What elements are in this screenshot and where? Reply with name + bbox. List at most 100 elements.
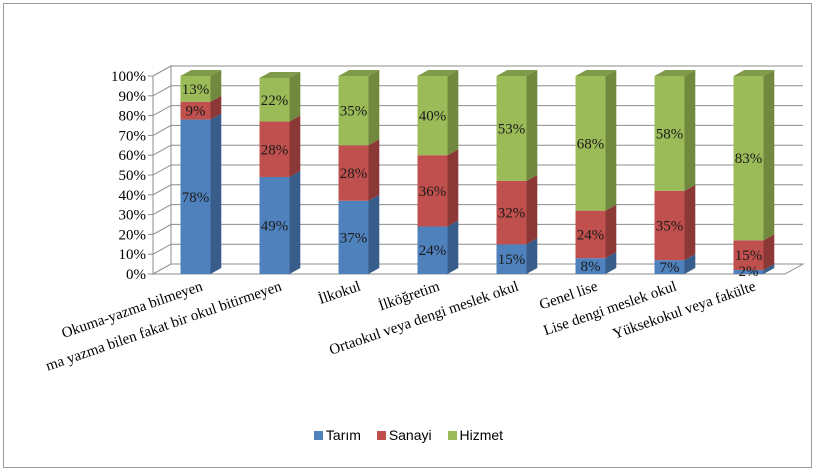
bar-segment-front [733,240,764,271]
floor [151,263,805,275]
bar-segment-front [733,76,764,241]
bar-segment-side [289,115,301,177]
y-tick-label: 80% [119,109,147,125]
bar-segment-side [526,238,538,274]
y-tick-label: 100% [111,69,146,85]
data-label: 28% [261,142,289,158]
bar-segment-side [368,139,380,201]
y-tick-label: 40% [119,188,147,204]
bar-segment-front [338,145,369,201]
legend-item-hizmet: Hizmet [447,427,504,443]
y-tick-label: 30% [119,208,147,224]
bar-segment-front [180,119,211,274]
legend-item-tarim: Tarım [313,427,361,443]
data-label: 58% [656,126,684,142]
bar-top-face [338,70,380,76]
bar-segment-side [210,113,222,274]
bar-segment-side [684,70,696,191]
data-label: 9% [186,104,206,120]
legend-swatch-sanayi [376,431,386,440]
bar-segment-front [338,76,369,146]
data-label: 40% [419,109,447,125]
y-tick-label: 20% [119,227,147,243]
y-tick-label: 50% [119,168,147,184]
data-labels-layer: 78% 9% 13% 49% 28% 22% 37% 28% 35% 24% 36% 40% 15% 32… [182,82,763,280]
bar-segment-front [496,244,527,274]
bar-segment-side [368,70,380,146]
data-label: 15% [735,248,763,264]
bar-segment-side [763,234,775,271]
bar-segment-side [526,70,538,181]
gridline [152,243,803,255]
data-label: 53% [498,121,526,137]
gridline [152,223,803,235]
bar-segment-side [684,254,696,274]
bar-segment-front [496,180,527,245]
bar-segment-front [259,176,290,274]
bar-segment-side [447,70,459,156]
data-label: 24% [419,243,447,259]
bar-segment-front [654,260,685,274]
bar-top-face [575,70,617,76]
gridline [152,204,803,216]
bar-top-face [733,70,775,76]
bar-top-face [180,70,222,76]
data-label: 2% [739,264,759,280]
bar-top-face [417,70,459,76]
data-label: 8% [581,259,601,275]
bar-segment-front [654,190,685,261]
y-tick-label: 0% [126,267,146,283]
category-label: İlkokul [317,279,363,308]
data-label: 78% [182,190,210,206]
bars-layer [180,70,775,274]
bar-top-face [496,70,538,76]
data-label: 36% [419,184,447,200]
legend-label-hizmet: Hizmet [459,427,504,443]
data-label: 68% [577,136,605,152]
bar-segment-side [289,170,301,274]
y-tick-label: 10% [119,247,147,263]
bar-top-face [259,71,301,78]
bar-segment-front [496,76,527,181]
bar-segment-side [684,184,696,261]
bar-segment-front [575,76,606,211]
bar-segment-front [575,210,606,259]
y-tick-label: 60% [119,148,147,164]
bar-segment-side [605,252,617,274]
data-label: 32% [498,206,526,222]
bar-segment-side [763,70,775,241]
legend: Tarım Sanayi Hizmet [0,427,817,443]
gridline [152,65,803,77]
bar-segment-front [417,76,448,156]
data-label: 37% [340,230,368,246]
data-label: 35% [656,218,684,234]
legend-label-tarim: Tarım [325,427,361,443]
bar-segment-side [289,71,301,122]
bar-segment-side [368,194,380,274]
bar-segment-side [605,70,617,211]
legend-item-sanayi: Sanayi [376,427,432,443]
data-label: 24% [577,227,605,243]
category-label: Yüksekokul veya fakülte [611,279,758,343]
data-label: 35% [340,104,368,120]
bar-segment-front [180,101,211,120]
gridline [152,124,803,136]
gridline [152,105,803,117]
grid-layer [151,65,805,275]
legend-label-sanayi: Sanayi [388,427,432,443]
bar-segment-front [259,121,290,177]
bar-segment-front [180,76,211,102]
legend-swatch-tarim [313,431,323,440]
gridline [152,144,803,156]
data-label: 7% [660,260,680,276]
bar-segment-front [417,226,448,274]
bar-segment-side [447,220,459,274]
bar-segment-front [338,200,369,274]
y-tick-label: 70% [119,128,147,144]
bar-segment-side [526,174,538,245]
legend-swatch-hizmet [447,431,457,440]
bar-segment-front [654,76,685,191]
bar-segment-side [210,95,222,120]
